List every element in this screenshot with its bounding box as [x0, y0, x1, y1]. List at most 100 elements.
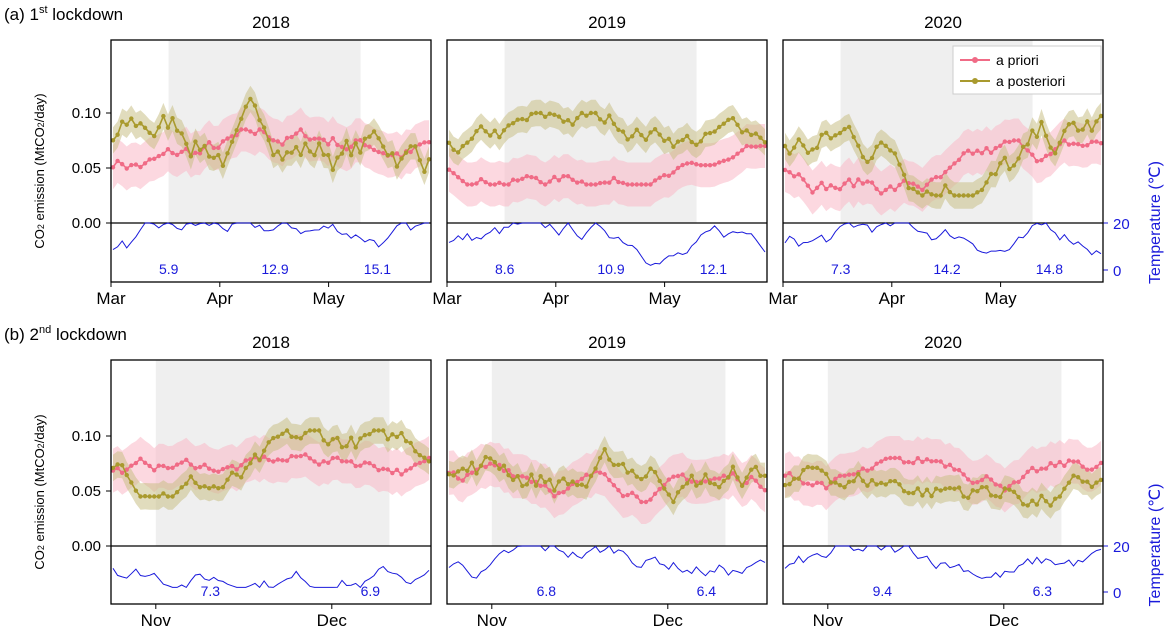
posterior-series-point — [271, 435, 276, 441]
prior-series-point — [483, 179, 488, 185]
prior-series-point — [520, 176, 525, 182]
prior-series-point — [846, 472, 852, 477]
posterior-series-point — [570, 122, 575, 127]
posterior-series-point — [842, 485, 847, 490]
posterior-series-point — [975, 489, 980, 494]
prior-series-point — [625, 492, 630, 498]
posterior-series-point — [211, 155, 216, 160]
prior-series-point — [888, 455, 893, 461]
prior-series-point — [782, 473, 788, 478]
prior-series-point — [721, 158, 726, 164]
prior-series-point — [455, 476, 461, 481]
prior-series-point — [542, 182, 548, 187]
prior-series-point — [607, 477, 612, 483]
prior-series-point — [524, 173, 530, 179]
posterior-series-point — [726, 474, 731, 480]
posterior-series-point — [1075, 474, 1081, 480]
prior-series-point — [161, 463, 166, 469]
prior-series-point — [321, 137, 326, 142]
prior-series-point — [394, 467, 400, 473]
posterior-series-point — [248, 96, 253, 102]
prior-series-point — [371, 463, 377, 469]
prior-series-point — [138, 164, 143, 170]
prior-series-point — [846, 177, 852, 182]
prior-series-point — [188, 462, 194, 467]
legend-prior-marker — [972, 57, 978, 63]
temperature-label: 5.9 — [159, 261, 179, 277]
x-tick-label: Nov — [141, 611, 172, 630]
prior-series-point — [1089, 139, 1095, 145]
prior-series-point — [312, 459, 317, 464]
posterior-series-point — [689, 473, 694, 478]
posterior-series-point — [929, 192, 934, 197]
posterior-series-point — [216, 486, 221, 491]
prior-series-point — [510, 177, 516, 182]
posterior-series-point — [307, 149, 313, 154]
posterior-series-point — [906, 185, 911, 191]
posterior-series-point — [488, 456, 493, 461]
prior-series-point — [225, 465, 230, 470]
posterior-series-point — [671, 144, 676, 149]
prior-series-point — [261, 454, 267, 459]
prior-series-point — [1025, 148, 1030, 153]
prior-series-point — [689, 160, 694, 165]
prior-series-point — [1080, 143, 1085, 148]
temp-tick-label: 20 — [1113, 216, 1130, 233]
posterior-series-point — [758, 473, 763, 479]
posterior-series-point — [584, 113, 589, 118]
posterior-series-point — [984, 180, 989, 185]
prior-series-point — [289, 134, 294, 140]
prior-series-point — [469, 182, 475, 187]
prior-series-point — [865, 179, 870, 184]
posterior-series-point — [142, 125, 148, 131]
posterior-series-point — [533, 483, 539, 488]
posterior-series-point — [257, 457, 262, 462]
prior-series-point — [220, 139, 226, 144]
posterior-series-point — [856, 143, 861, 148]
prior-series-point — [225, 136, 230, 141]
prior-series-point — [243, 127, 249, 132]
prior-series-point — [787, 169, 792, 175]
posterior-series-point — [275, 434, 281, 439]
posterior-series-point — [911, 186, 916, 191]
posterior-series-point — [413, 144, 418, 149]
posterior-series-point — [620, 461, 626, 467]
prior-series-point — [675, 473, 681, 479]
posterior-series-point — [805, 150, 811, 155]
posterior-series-point — [689, 139, 694, 145]
prior-series-point — [561, 490, 566, 495]
posterior-series-point — [1053, 496, 1058, 501]
temperature-label: 9.4 — [873, 583, 893, 599]
posterior-series-point — [339, 151, 345, 156]
prior-series-point — [975, 148, 980, 153]
posterior-series-point — [303, 141, 308, 146]
posterior-series-point — [147, 130, 152, 136]
prior-series-point — [293, 454, 299, 459]
posterior-series-point — [712, 129, 717, 134]
posterior-series-point — [749, 467, 754, 472]
posterior-series-point — [115, 132, 120, 137]
prior-series-point — [717, 160, 722, 165]
prior-series-point — [170, 465, 175, 471]
posterior-series-point — [735, 122, 740, 127]
posterior-series-point — [1039, 119, 1044, 125]
posterior-series-point — [915, 486, 921, 491]
posterior-series-point — [399, 156, 404, 161]
posterior-series-point — [874, 144, 879, 150]
prior-series-point — [417, 142, 423, 147]
posterior-series-point — [901, 488, 907, 494]
posterior-series-point — [330, 167, 336, 173]
prior-series-point — [465, 472, 470, 478]
posterior-series-point — [138, 494, 143, 499]
posterior-series-point — [316, 428, 322, 433]
posterior-series-point — [202, 143, 207, 149]
posterior-series-point — [510, 120, 516, 126]
posterior-series-point — [616, 127, 621, 133]
posterior-series-point — [529, 111, 534, 117]
panel-a-2018: 5.9 12.9 15.1 2018 Mar Apr May — [96, 13, 432, 308]
temperature-series — [112, 222, 429, 251]
prior-series-point — [998, 483, 1003, 488]
prior-series-point — [271, 138, 276, 143]
prior-series-point — [211, 468, 216, 473]
prior-series-point — [426, 455, 432, 461]
